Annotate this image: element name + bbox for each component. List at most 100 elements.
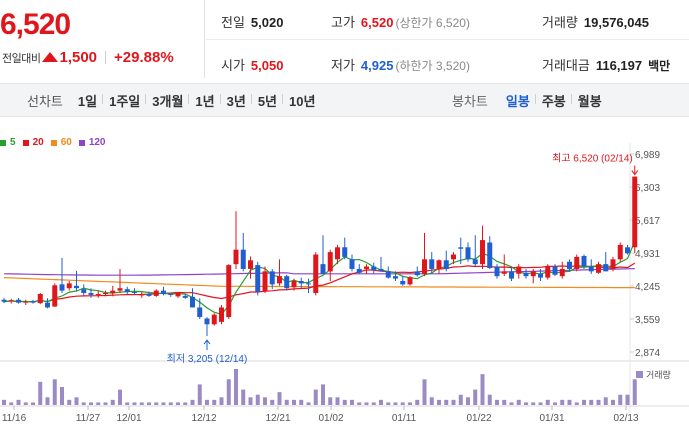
price-box: 6,520 전일대비 1,500 +29.88%: [0, 0, 205, 78]
volume-bar: [321, 384, 325, 405]
volume-bar: [118, 389, 122, 405]
stats-grid: 전일 5,020 고가 6,520 (상한가 6,520) 거래량 19,576,045…: [206, 0, 689, 78]
candle-body: [153, 290, 159, 296]
price-chart[interactable]: 5 20 60 120 6,989 6,303 5,617 4,931 4,245 3,5…: [0, 125, 689, 438]
volume-bar: [205, 399, 209, 405]
candle-body: [298, 280, 304, 284]
change-row: 전일대비 1,500 +29.88%: [2, 49, 174, 66]
volume-bar: [183, 402, 188, 405]
stat-key: 거래량: [542, 15, 578, 30]
candle-chart-periods: 봉차트 일봉 주봉 월봉: [452, 84, 608, 116]
divider: [105, 51, 107, 64]
volume-bar: [132, 402, 137, 405]
volume-bar: [632, 379, 637, 405]
candle-body: [269, 271, 275, 285]
change-amount: 1,500: [59, 49, 98, 66]
volume-bar: [168, 402, 173, 405]
stat-key: 저가: [331, 58, 355, 73]
candle-body: [204, 318, 210, 325]
candle-body: [117, 288, 123, 291]
volume-bar: [538, 402, 543, 405]
volume-bar: [415, 399, 420, 405]
legend-label: 120: [88, 137, 106, 148]
candle-body: [335, 247, 340, 260]
volume-bar: [52, 379, 57, 405]
candle-body: [617, 244, 623, 260]
volume-bar: [248, 397, 253, 405]
low-arrow-icon: [203, 339, 211, 345]
candle-body: [364, 266, 369, 269]
period-1d[interactable]: 1일: [77, 93, 98, 109]
candle-body: [516, 266, 522, 274]
period-3m[interactable]: 3개월: [145, 91, 189, 110]
candle-body: [596, 264, 601, 273]
candle-body: [37, 293, 43, 304]
candle-body: [81, 289, 87, 294]
volume-bar: [524, 402, 528, 405]
y-tick-label: 6,303: [635, 183, 660, 194]
volume-bar: [190, 399, 195, 405]
volume-bar: [197, 384, 202, 405]
candle-body: [458, 247, 464, 249]
candle-body: [52, 285, 58, 307]
candle-body: [451, 254, 456, 260]
period-10y[interactable]: 10년: [282, 91, 321, 110]
stat-value: 116,197: [595, 58, 643, 73]
candle-body: [494, 266, 500, 277]
candle-body: [356, 268, 362, 273]
volume-bar: [393, 402, 398, 405]
candle-body: [610, 259, 616, 269]
ma5-line: [3, 240, 636, 315]
period-1y[interactable]: 1년: [188, 91, 220, 110]
candle-body: [385, 271, 391, 278]
high-arrow-icon: [631, 170, 639, 176]
candle-body: [132, 292, 137, 294]
candle-body: [23, 301, 29, 303]
volume-bar: [444, 399, 449, 405]
period-3y[interactable]: 3년: [219, 91, 252, 110]
legend-label: 20: [32, 137, 44, 148]
candle-body: [559, 268, 565, 277]
stat-prev-close: 전일 5,020: [221, 12, 283, 31]
legend-swatch: [50, 139, 57, 146]
period-monthly[interactable]: 월봉: [570, 91, 608, 110]
period-bar: 선차트 1일 1주일 3개월 1년 3년 5년 10년 봉차트 일봉 주봉 월봉: [0, 83, 689, 117]
volume-bar: [161, 402, 166, 405]
current-price: 6,520: [0, 8, 71, 41]
candle-body: [146, 293, 152, 296]
candle-body: [8, 300, 14, 302]
legend-label: 60: [60, 137, 72, 148]
candle-body: [400, 280, 406, 285]
volume-bar: [263, 397, 267, 405]
volume-bar: [74, 397, 79, 405]
candle-body: [530, 271, 536, 277]
change-label: 전일대비: [2, 52, 41, 65]
period-weekly[interactable]: 주봉: [534, 91, 572, 110]
candle-body: [284, 276, 290, 289]
legend-item-ma60: 60: [50, 137, 72, 148]
candle-body: [240, 249, 246, 269]
volume-bar: [176, 402, 180, 405]
stat-trade-value: 거래대금 116,197 백만: [542, 55, 670, 74]
volume-bar: [328, 397, 333, 405]
volume-bar: [473, 389, 478, 405]
quote-summary: 6,520 전일대비 1,500 +29.88% 전일 5,020 고가 6,520…: [0, 0, 689, 78]
volume-bar: [451, 399, 456, 405]
volume-bar: [596, 399, 601, 405]
volume-bar: [306, 402, 311, 405]
stat-sub: (하한가 3,520): [395, 59, 470, 73]
volume-bar: [103, 402, 108, 405]
candle-body: [168, 293, 174, 295]
volume-bar: [437, 399, 441, 405]
candlestick-chart-svg: 6,989 6,303 5,617 4,931 4,245 3,559 2,874 최고 6,…: [0, 143, 689, 424]
candle-body: [342, 247, 348, 257]
x-tick-label: 01/31: [539, 413, 564, 424]
volume-bar: [429, 397, 434, 405]
period-1w[interactable]: 1주일: [102, 91, 146, 110]
legend-item-ma5: 5: [0, 137, 16, 148]
period-daily[interactable]: 일봉: [505, 93, 530, 109]
period-5y[interactable]: 5년: [250, 91, 283, 110]
stat-key: 고가: [331, 15, 355, 30]
volume-bar: [147, 402, 151, 405]
candle-body: [277, 276, 282, 284]
